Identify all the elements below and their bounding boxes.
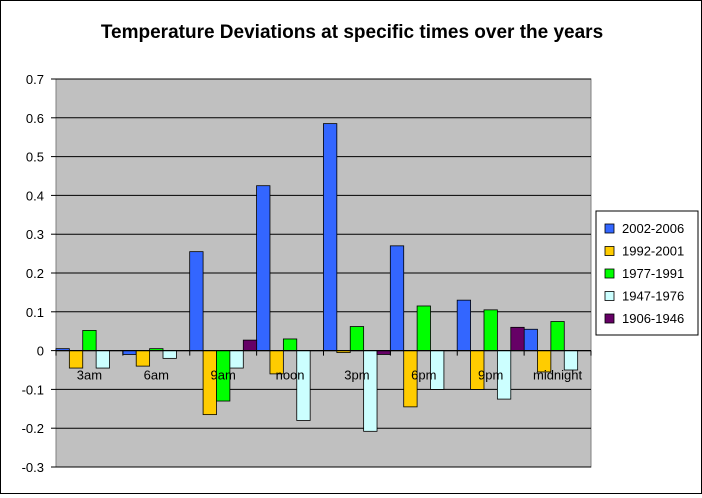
y-tick-label: 0.4	[26, 188, 44, 203]
x-tick-label: 3am	[77, 368, 102, 383]
chart-title: Temperature Deviations at specific times…	[101, 22, 603, 43]
bar	[349, 326, 365, 352]
bar	[242, 339, 258, 351]
bar	[229, 350, 244, 369]
y-tick-label: 0.6	[26, 111, 44, 126]
bar	[456, 299, 471, 352]
x-tick-label: 3pm	[344, 368, 369, 383]
plot-area: 0.7 0.6 0.5 0.4 0.3 0.2 0.1 0 -0.1 -0.2 -0.3 3am 6am…	[22, 72, 592, 475]
y-tick-label: 0.2	[26, 266, 44, 281]
y-tick-label: 0	[37, 344, 44, 359]
bar	[416, 305, 431, 352]
x-tick-label: noon	[276, 368, 305, 383]
y-tick-label: -0.2	[22, 421, 44, 436]
x-tick-label: midnight	[533, 368, 583, 383]
legend-swatch	[604, 223, 615, 234]
legend-swatch	[604, 268, 615, 279]
bar	[483, 309, 498, 351]
bar	[510, 326, 525, 352]
bar	[162, 350, 177, 359]
bar	[256, 185, 271, 351]
y-tick-label: 0.7	[26, 72, 44, 87]
y-tick-label: 0.3	[26, 227, 44, 242]
x-tick-label: 9pm	[478, 368, 503, 383]
legend-label: 1977-1991	[622, 266, 684, 281]
x-tick-label: 6am	[144, 368, 169, 383]
bar	[68, 350, 84, 369]
bar	[282, 338, 298, 351]
legend-label: 2002-2006	[622, 221, 684, 236]
bar	[189, 251, 204, 352]
legend-swatch	[604, 291, 615, 301]
bar	[523, 328, 538, 352]
legend: 2002-2006 1992-2001 1977-1991 1947-1976 1906…	[595, 210, 699, 336]
bar	[323, 123, 338, 351]
bar	[363, 350, 378, 432]
y-tick-label: -0.3	[22, 460, 44, 475]
y-tick-label: 0.1	[26, 305, 44, 320]
legend-label: 1992-2001	[622, 244, 684, 259]
bar	[95, 350, 110, 369]
legend-swatch	[604, 246, 615, 256]
legend-label: 1906-1946	[622, 311, 684, 326]
y-tick-label: 0.5	[26, 150, 44, 165]
bar	[135, 350, 151, 367]
legend-label: 1947-1976	[622, 289, 684, 304]
bar	[389, 245, 405, 351]
y-tick-label: -0.1	[22, 382, 44, 397]
bar	[550, 321, 565, 352]
bar	[202, 350, 217, 416]
legend-swatch	[604, 313, 615, 324]
x-tick-label: 6pm	[411, 368, 436, 383]
bar	[82, 330, 97, 352]
bar	[296, 350, 311, 421]
x-tick-label: 9am	[211, 368, 236, 383]
